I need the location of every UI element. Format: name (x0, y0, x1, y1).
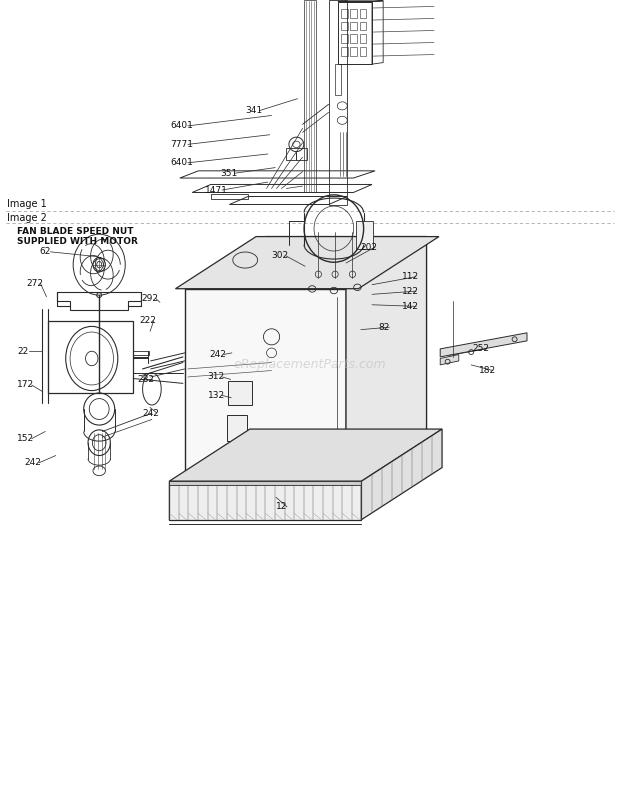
Text: 302: 302 (272, 251, 289, 261)
Text: 202: 202 (361, 242, 378, 252)
Text: 182: 182 (479, 366, 496, 375)
Text: 312: 312 (208, 372, 225, 382)
Text: 242: 242 (210, 350, 226, 359)
Text: 132: 132 (208, 391, 225, 400)
Text: 252: 252 (472, 344, 489, 354)
Polygon shape (228, 381, 252, 405)
Polygon shape (169, 429, 442, 481)
Text: 7771: 7771 (170, 140, 193, 149)
Bar (341, 22, 348, 30)
Text: 292: 292 (141, 294, 158, 303)
Text: SUPPLIED WITH MOTOR: SUPPLIED WITH MOTOR (17, 237, 138, 246)
Polygon shape (440, 333, 527, 357)
Text: 222: 222 (140, 316, 156, 326)
Text: 282: 282 (138, 375, 154, 384)
Polygon shape (185, 289, 346, 481)
Polygon shape (227, 415, 247, 441)
Text: 341: 341 (245, 106, 262, 115)
Polygon shape (356, 221, 373, 249)
Text: 152: 152 (17, 434, 35, 444)
Text: 6401: 6401 (170, 158, 193, 168)
Text: 122: 122 (402, 286, 418, 296)
Bar (350, 47, 357, 56)
Text: 62: 62 (39, 247, 50, 257)
Polygon shape (169, 481, 361, 485)
Text: 272: 272 (26, 278, 43, 288)
Bar (360, 34, 366, 43)
Polygon shape (346, 237, 427, 481)
Bar (360, 22, 366, 30)
Text: 6401: 6401 (170, 121, 193, 131)
Bar (350, 22, 357, 30)
Text: 142: 142 (402, 302, 418, 311)
Bar (350, 34, 357, 43)
Text: 1471: 1471 (205, 185, 228, 195)
Text: 172: 172 (17, 380, 35, 390)
Bar (341, 47, 348, 56)
Polygon shape (361, 429, 442, 520)
Text: Image 2: Image 2 (7, 213, 47, 223)
Text: 242: 242 (143, 408, 159, 418)
Text: 242: 242 (25, 458, 42, 468)
Bar (341, 9, 348, 18)
Text: Image 1: Image 1 (7, 199, 47, 209)
Text: eReplacementParts.com: eReplacementParts.com (234, 358, 386, 371)
Polygon shape (175, 237, 439, 289)
Bar (350, 9, 357, 18)
Text: 12: 12 (276, 502, 287, 512)
Polygon shape (440, 354, 459, 365)
Polygon shape (185, 237, 427, 289)
Bar (360, 9, 366, 18)
Text: 351: 351 (220, 168, 237, 178)
Bar (360, 47, 366, 56)
Text: 82: 82 (378, 322, 389, 332)
Text: 22: 22 (17, 346, 29, 356)
Text: FAN BLADE SPEED NUT: FAN BLADE SPEED NUT (17, 227, 134, 237)
Text: 112: 112 (402, 272, 419, 282)
Polygon shape (169, 481, 361, 520)
Bar (341, 34, 348, 43)
